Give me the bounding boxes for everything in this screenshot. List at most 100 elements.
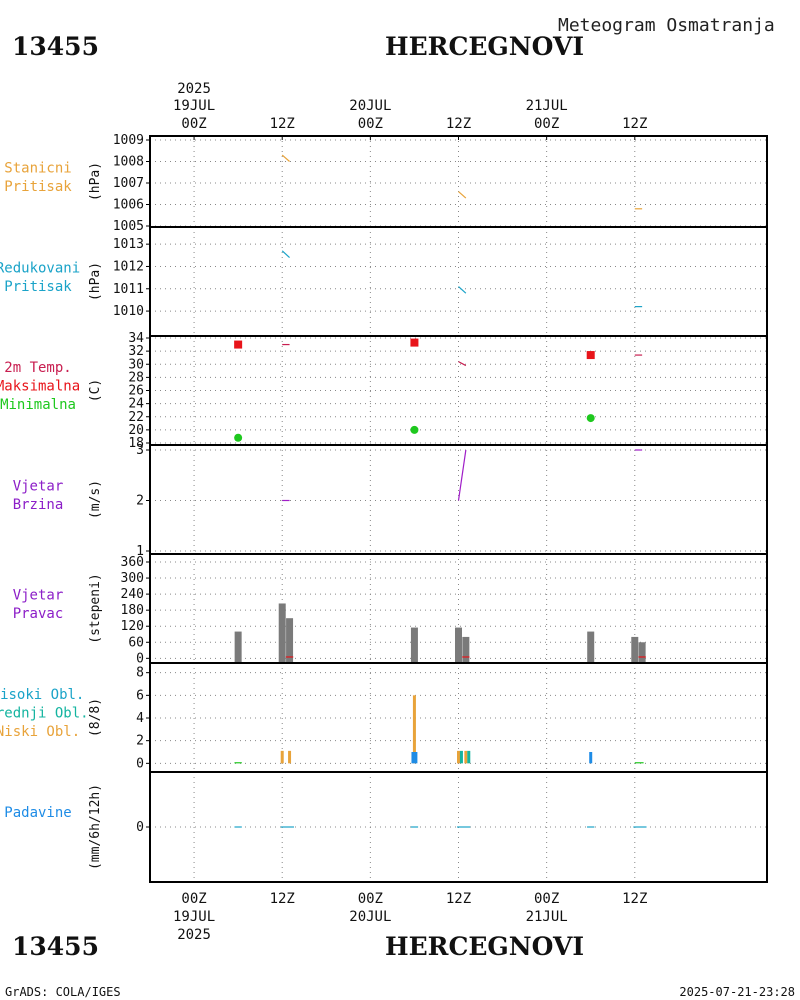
cloud-bar [412,695,416,764]
cloud-bar [414,752,418,764]
wind-direction-bar [410,627,418,662]
station-id-top: 13455 [12,32,99,61]
panel-label: Vjetar [13,587,64,603]
panel-cloud-cover: 0 2 4 6 8 (8/8) Visoki Obl. Srednji Obl. Niski O… [0,663,767,772]
cloud-bar [464,750,468,764]
panel-label: Niski Obl. [0,724,80,740]
y-tick-label: 28 [128,370,144,385]
y-tick-label: 1009 [113,133,144,148]
y-tick-label: 180 [121,603,144,618]
time-tick-label-top: 00Z [181,116,206,132]
date-label-bottom: 20JUL [349,909,391,925]
panel-unit-label: (8/8) [88,698,103,737]
y-tick-label: 1005 [113,219,144,234]
series-line [281,154,290,162]
panel-wind-speed: 1 2 3 (m/s) Vjetar Brzina [13,443,767,559]
panel-label: 2m Temp. [4,360,71,376]
cloud-bar [457,750,460,764]
panel-unit-label: (m/s) [88,480,103,519]
y-tick-label: 34 [128,331,144,346]
temp-max-marker [410,338,419,347]
y-tick-label: 1013 [113,237,144,252]
series-line [457,449,467,501]
y-tick-label: 1010 [113,304,144,319]
y-tick-label: 360 [121,555,144,570]
wind-direction-bar [462,636,470,662]
panel-label: Pritisak [4,279,72,295]
time-tick-label-top: 12Z [446,116,471,132]
time-tick-label-bottom: 00Z [181,891,206,907]
time-tick-label-top: 12Z [270,116,295,132]
y-tick-label: 26 [128,384,144,399]
y-tick-label: 22 [128,410,144,425]
meteogram-title: Meteogram Osmatranja [558,15,775,36]
time-tick-label-bottom: 12Z [622,891,647,907]
y-tick-label: 60 [128,635,144,650]
time-tick-label-bottom: 12Z [270,891,295,907]
y-tick-label: 1 [136,544,144,559]
panel-unit-label: (mm/6h/12h) [88,784,103,870]
temp-max-marker [234,340,243,349]
station-name-top: HERCEGNOVI [385,32,584,61]
panel-label: Minimalna [0,397,76,413]
y-tick-label: 4 [136,711,144,726]
y-tick-label: 18 [128,436,144,451]
date-label-top: 20JUL [349,98,391,114]
panel-station-pressure: 1005 1006 1007 1008 1009 (hPa) Stanicni Pritisa… [4,133,767,234]
y-tick-label: 120 [121,619,144,634]
panel-label: Pritisak [4,179,72,195]
panel-unit-label: (C) [88,379,103,402]
temp-min-marker [410,425,419,434]
y-tick-label: 0 [136,820,144,835]
y-tick-label: 1007 [113,176,144,191]
time-tick-label-top: 00Z [358,116,383,132]
panel-label: Redukovani [0,260,80,276]
y-tick-label: 240 [121,587,144,602]
year-label-top: 2025 [177,81,211,97]
y-tick-label: 1012 [113,259,144,274]
cloud-bar [280,750,284,764]
panel-unit-label: (hPa) [88,262,103,301]
panel-label: Padavine [4,805,71,821]
temp-min-marker [234,433,243,442]
time-tick-label-top: 00Z [534,116,559,132]
panel-label: Srednji Obl. [0,706,89,722]
timestamp-text: 2025-07-21-23:28 [679,985,795,999]
y-tick-label: 8 [136,666,144,681]
panel-reduced-pressure: 1010 1011 1012 1013 (hPa) Redukovani Pritisak [0,227,767,336]
cloud-bar [411,752,415,764]
panel-unit-label: (hPa) [88,162,103,201]
cloud-bar [288,750,292,764]
wind-direction-bar [631,636,639,662]
wind-direction-bar [286,618,294,662]
series-line [458,191,467,199]
y-tick-label: 2 [136,494,144,509]
y-tick-label: 1011 [113,282,144,297]
y-tick-label: 30 [128,357,144,372]
date-label-bottom: 21JUL [526,909,568,925]
wind-direction-bar [234,631,242,662]
wind-direction-bar [455,627,462,662]
panel-precipitation: 0 (mm/6h/12h) Padavine [4,772,767,882]
panel-unit-label: (stepeni) [88,573,103,643]
station-name-bottom: HERCEGNOVI [385,932,584,961]
panel-label: Brzina [13,497,64,513]
y-tick-label: 0 [136,651,144,666]
panel-label: Visoki Obl. [0,687,84,703]
y-tick-label: 300 [121,571,144,586]
y-tick-label: 1008 [113,155,144,170]
wind-direction-bar [587,631,595,662]
series-line [458,361,467,367]
series-line [458,286,467,294]
time-tick-label-bottom: 00Z [358,891,383,907]
credit-text: GrADS: COLA/IGES [5,985,121,999]
series-line [281,250,290,258]
wind-direction-bar [638,642,646,662]
temp-min-marker [586,414,595,423]
cloud-bar [589,752,593,764]
y-tick-label: 1006 [113,198,144,213]
year-label-bottom: 2025 [177,927,211,943]
time-tick-label-top: 12Z [622,116,647,132]
